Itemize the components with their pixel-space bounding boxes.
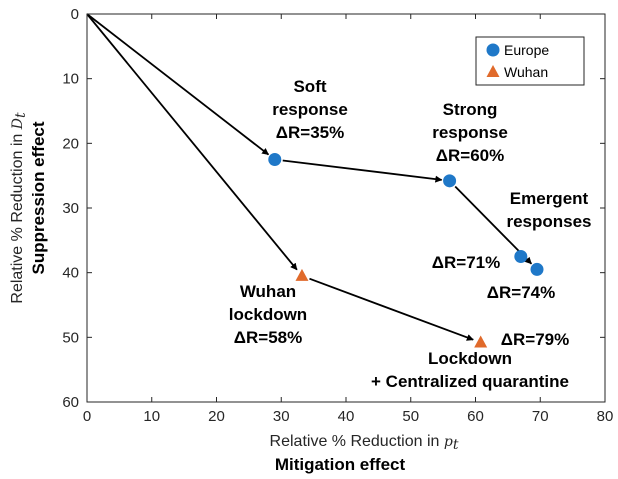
x-tick-label: 60 <box>467 408 484 425</box>
y-tick-label: 40 <box>62 265 79 282</box>
x-axis-label-text: Relative % Reduction in <box>270 433 440 450</box>
annotation-line: Wuhan <box>240 282 296 301</box>
markers-layer <box>268 153 544 348</box>
y-axis-label-var: D <box>10 118 26 130</box>
x-tick-label: 10 <box>143 408 160 425</box>
x-axis-bold-label: Mitigation effect <box>275 455 406 474</box>
europe-point <box>268 153 282 166</box>
annotation-line: responses <box>506 212 591 231</box>
legend: Europe Wuhan <box>475 36 585 86</box>
annotation-line: Strong <box>443 100 498 119</box>
wuhan-point <box>295 268 309 281</box>
annotation-line: ΔR=74% <box>487 283 555 302</box>
arrow <box>282 159 443 183</box>
arrow <box>309 277 474 341</box>
y-tick-label: 10 <box>62 71 79 88</box>
annotation-dr-71: ΔR=71% <box>432 253 500 272</box>
annotation-line: Soft <box>293 77 326 96</box>
arrows-layer <box>86 13 533 341</box>
x-tick-label: 30 <box>273 408 290 425</box>
svg-text:Relative % Reduction in Dt: Relative % Reduction in Dt <box>9 112 29 304</box>
x-tick-label: 70 <box>532 408 549 425</box>
svg-text:Lockdown+ Centralized quaranti: Lockdown + Centralized quarantine <box>371 349 569 391</box>
y-axis-label: Relative % Reduction in Dt <box>9 112 29 304</box>
x-axis-label-var: p <box>444 434 453 450</box>
legend-europe-label: Europe <box>504 42 549 58</box>
wuhan-point <box>474 335 488 348</box>
arrow <box>86 13 270 156</box>
x-axis-label: Relative % Reduction in pt <box>270 433 459 453</box>
x-axis-label-sub: t <box>453 437 459 453</box>
x-tick-label: 20 <box>208 408 225 425</box>
annotation-dr-79: ΔR=79% <box>501 330 569 349</box>
annotation-line: ΔR=35% <box>276 123 344 142</box>
legend-wuhan-label: Wuhan <box>504 64 548 80</box>
annotation-line: ΔR=60% <box>436 146 504 165</box>
annotation-line: Lockdown <box>428 349 512 368</box>
svg-text:Suppression effect: Suppression effect <box>29 121 48 274</box>
legend-europe-marker <box>486 43 500 57</box>
x-tick-label: 40 <box>338 408 355 425</box>
annotation-lockdown-quarantine: Lockdown + Centralized quarantine <box>371 349 569 391</box>
annotation-emergent-responses: Emergent responses <box>506 189 591 231</box>
y-axis-label-sub: t <box>13 112 29 118</box>
annotation-line: response <box>272 100 348 119</box>
annotation-strong-response: Strong response ΔR=60% <box>432 100 508 165</box>
europe-point <box>443 174 457 188</box>
ticks-layer: 0 10 20 30 40 50 60 70 80 0 10 20 30 40 50 60 <box>62 6 613 425</box>
y-tick-label: 20 <box>62 135 79 152</box>
y-tick-label: 0 <box>71 6 79 23</box>
annotation-line: + Centralized quarantine <box>371 372 569 391</box>
x-tick-label: 80 <box>597 408 614 425</box>
legend-wuhan-marker <box>486 65 500 77</box>
annotation-line: response <box>432 123 508 142</box>
y-tick-label: 30 <box>62 200 79 217</box>
y-tick-label: 60 <box>62 394 79 411</box>
annotation-line: ΔR=71% <box>432 253 500 272</box>
x-tick-label: 0 <box>83 408 91 425</box>
annotation-line: lockdown <box>229 305 307 324</box>
y-tick-label: 50 <box>62 329 79 346</box>
svg-text:Relative % Reduction in pt: Relative % Reduction in pt <box>270 433 459 453</box>
annotation-line: ΔR=58% <box>234 328 302 347</box>
annotation-line: ΔR=79% <box>501 330 569 349</box>
europe-point <box>530 262 544 276</box>
annotation-line: Emergent <box>510 189 589 208</box>
y-axis-bold-label: Suppression effect <box>29 121 48 274</box>
annotation-dr-74: ΔR=74% <box>487 283 555 302</box>
annotation-soft-response: Soft response ΔR=35% <box>272 77 348 142</box>
y-axis-label-text: Relative % Reduction in <box>9 134 26 304</box>
annotation-wuhan-lockdown: Wuhan lockdown ΔR=58% <box>229 282 307 347</box>
arrow <box>86 13 298 271</box>
x-tick-label: 50 <box>402 408 419 425</box>
europe-point <box>514 250 528 263</box>
